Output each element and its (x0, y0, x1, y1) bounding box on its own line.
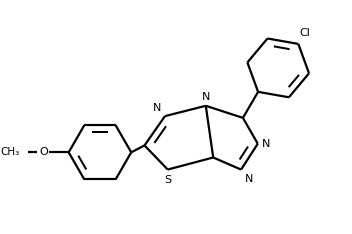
Text: Cl: Cl (300, 28, 310, 38)
Text: N: N (245, 174, 253, 184)
Text: CH₃: CH₃ (1, 147, 20, 157)
Text: N: N (202, 92, 210, 102)
Text: N: N (152, 103, 161, 113)
Text: N: N (262, 139, 270, 149)
Text: S: S (164, 175, 171, 185)
Text: O: O (39, 147, 48, 157)
